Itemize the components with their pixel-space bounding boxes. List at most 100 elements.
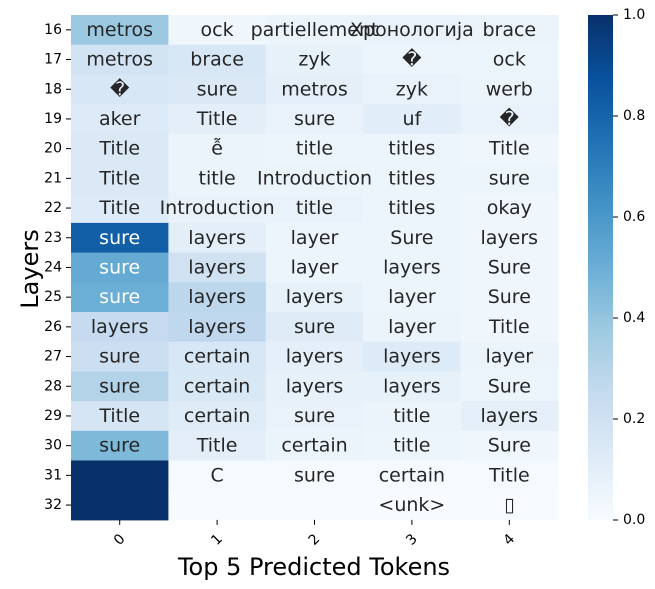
heatmap-cell [71,401,169,432]
heatmap-cell [460,312,559,343]
cell-token-label: layers [188,227,246,249]
y-tick-label: 30 [44,438,62,454]
cell-token-label: Title [488,316,530,338]
x-axis-ticks: 0 1 2 3 4 [111,519,518,549]
heatmap-cell [168,104,267,135]
heatmap-cell [460,163,559,194]
cell-token-label: layer [291,227,339,249]
cell-token-label: ock [201,19,234,41]
cell-token-label: Title [196,108,238,130]
heatmap-cell [265,44,364,75]
cell-token-label: layers [481,227,539,249]
heatmap-cell [71,282,169,313]
cell-token-label: okay [487,197,532,219]
cell-token-label: title [393,435,430,457]
heatmap-cell [168,163,267,194]
cell-token-label: titles [388,167,435,189]
x-tick-label: 4 [500,531,518,549]
heatmap-cell [168,401,267,432]
heatmap-cell [168,222,267,254]
cell-token-label: title [393,405,430,427]
cell-token-label: � [110,77,130,100]
heatmap-cell [363,133,462,164]
heatmap-cell [265,133,364,164]
heatmap-cell [460,104,559,135]
cell-token-label: Хронологија [350,19,474,41]
cell-token-label: layers [188,286,246,308]
cell-token-label: Title [488,138,530,160]
cell-token-label: Title [98,167,140,189]
x-tick-label: 0 [111,531,129,549]
heatmap-cell [460,490,559,521]
heatmap-cell [460,460,559,491]
heatmap-cell [363,44,462,75]
colorbar: 0.0 0.2 0.4 0.6 0.8 1.0 [588,7,645,528]
heatmap-cell [168,252,267,283]
heatmap-cell [265,341,364,372]
y-tick-label: 19 [44,111,62,127]
heatmap-cell [460,44,559,75]
cell-token-label: layer [388,286,436,308]
cell-token-label: sure [99,256,140,278]
y-tick-label: 20 [44,141,62,157]
heatmap-cell [460,133,559,164]
cell-token-label: layers [383,375,441,397]
heatmap-cell [71,341,169,372]
heatmap-cell [265,74,364,105]
cell-token-label: certain [184,375,250,397]
cell-token-label: sure [99,227,140,249]
colorbar-tick-label: 0.0 [623,512,645,528]
cell-token-label: metros [281,78,348,100]
cell-token-label: uf [403,108,423,130]
cell-token-label: C [210,464,223,486]
y-tick-label: 28 [44,378,62,394]
heatmap-cell [363,252,462,283]
heatmap-cell [363,74,462,105]
y-tick-label: 23 [44,230,62,246]
heatmap-cell [363,104,462,135]
cell-token-label: partiellement [251,19,379,41]
cell-token-label: werb [486,78,533,100]
cell-token-label: ock [493,49,526,71]
y-axis-ticks: 16 17 18 19 20 21 22 23 24 25 26 27 28 29 30 31 32 [44,22,71,513]
cell-token-label: layer [291,256,339,278]
heatmap-cell [168,460,267,491]
cell-token-label: layers [286,346,344,368]
heatmap-cell [71,460,169,491]
heatmap-cell [363,460,462,491]
cell-token-label: layers [188,316,246,338]
heatmap-cell [265,252,364,283]
heatmap-cell [71,222,169,254]
heatmap-cell [363,401,462,432]
cell-token-label: certain [379,464,445,486]
heatmap-cell [71,430,169,461]
cell-token-label: layers [481,405,539,427]
cell-token-label: Title [196,435,238,457]
cell-token-label: titles [388,197,435,219]
heatmap-cell [168,371,267,402]
cell-token-label: certain [184,346,250,368]
cell-token-label: sure [99,375,140,397]
heatmap-cell [71,193,169,224]
cell-token-label: layer [485,346,533,368]
cell-token-label: � [402,48,422,71]
cell-token-label: Sure [488,256,531,278]
heatmap-cell [265,282,364,313]
cell-token-label: Sure [488,286,531,308]
heatmap-cell [168,490,267,521]
colorbar-tick-label: 0.2 [623,411,645,427]
cell-token-label: ▯ [504,494,514,516]
cell-token-label: layers [383,346,441,368]
cell-token-label: Title [98,405,140,427]
cell-token-label: sure [294,464,335,486]
colorbar-tick-label: 0.8 [623,108,645,124]
heatmap-cell [168,341,267,372]
colorbar-tick-label: 1.0 [623,7,645,23]
heatmap-cell [265,15,364,46]
heatmap-cell [363,15,462,46]
heatmap-cell [363,490,462,521]
heatmap-cell [265,312,364,343]
heatmap-cell [168,282,267,313]
heatmap-cell [265,490,364,521]
heatmap-cell [71,133,169,164]
